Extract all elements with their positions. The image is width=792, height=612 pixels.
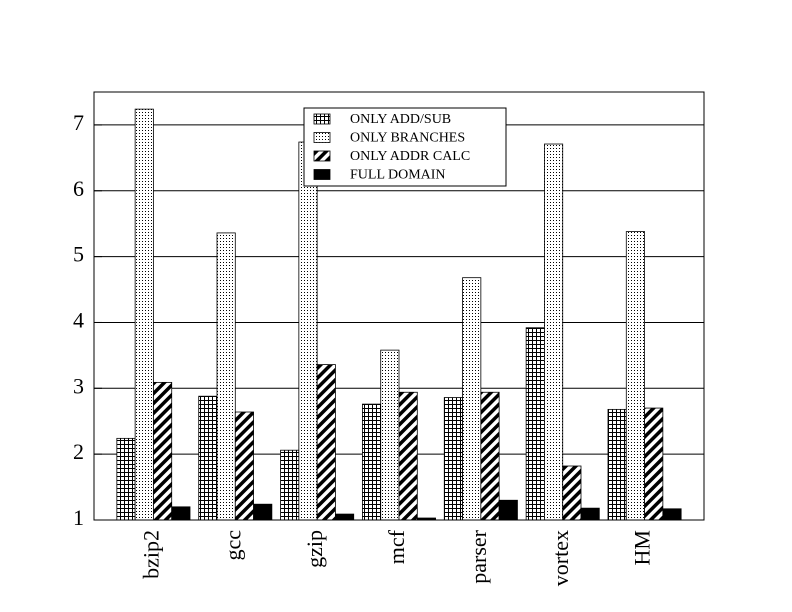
bar — [153, 381, 173, 521]
plot-frame — [93, 91, 705, 521]
bar — [443, 397, 463, 521]
x-tick-label: bzip2 — [138, 530, 163, 579]
bar — [662, 508, 682, 521]
y-tick-label: 6 — [73, 176, 84, 201]
x-tick-label: gcc — [220, 530, 245, 561]
x-tick-label: gzip — [302, 530, 327, 568]
bar — [134, 108, 154, 521]
legend-swatch — [313, 132, 331, 143]
bar — [362, 403, 382, 521]
x-tick-label: mcf — [384, 529, 409, 564]
y-tick-label: 4 — [73, 308, 84, 333]
bar — [607, 408, 627, 521]
legend-swatch — [313, 150, 331, 162]
x-tick-label: HM — [630, 530, 655, 565]
x-tick-label: vortex — [548, 530, 573, 586]
legend-label: ONLY BRANCHES — [350, 131, 465, 146]
bar — [316, 364, 336, 521]
legend-swatch — [313, 113, 331, 125]
bar — [625, 231, 645, 521]
bar — [525, 327, 545, 521]
bar — [171, 506, 191, 521]
bar — [580, 507, 600, 521]
bar — [544, 143, 564, 521]
y-tick-label: 7 — [73, 110, 84, 135]
bar — [298, 141, 318, 521]
y-tick-label: 3 — [73, 373, 84, 398]
bars — [116, 108, 682, 521]
bar — [480, 391, 500, 521]
bar — [253, 503, 273, 521]
bar — [234, 411, 254, 521]
bar — [198, 395, 218, 521]
bar — [216, 232, 236, 521]
bar — [644, 407, 664, 521]
bar — [398, 391, 418, 521]
bar — [498, 499, 518, 521]
labels: 1 2 3 4 5 6 7 bzip2 gcc gzip mcf parser vortex HM ONLY… — [73, 107, 655, 586]
bar — [462, 277, 482, 521]
bar — [562, 465, 582, 521]
bar — [116, 437, 136, 521]
y-tick-label: 2 — [73, 439, 84, 464]
legend-label: FULL DOMAIN — [350, 168, 446, 183]
bar — [380, 349, 400, 521]
legend-label: ONLY ADDR CALC — [350, 149, 470, 164]
legend-box — [303, 107, 507, 187]
x-tick-label: parser — [466, 529, 491, 583]
y-tick-label: 5 — [73, 242, 84, 267]
bar — [335, 513, 355, 521]
y-tick-label: 1 — [73, 505, 84, 530]
legend-label: ONLY ADD/SUB — [350, 112, 451, 127]
legend-swatch — [313, 169, 331, 180]
bar — [280, 449, 300, 521]
